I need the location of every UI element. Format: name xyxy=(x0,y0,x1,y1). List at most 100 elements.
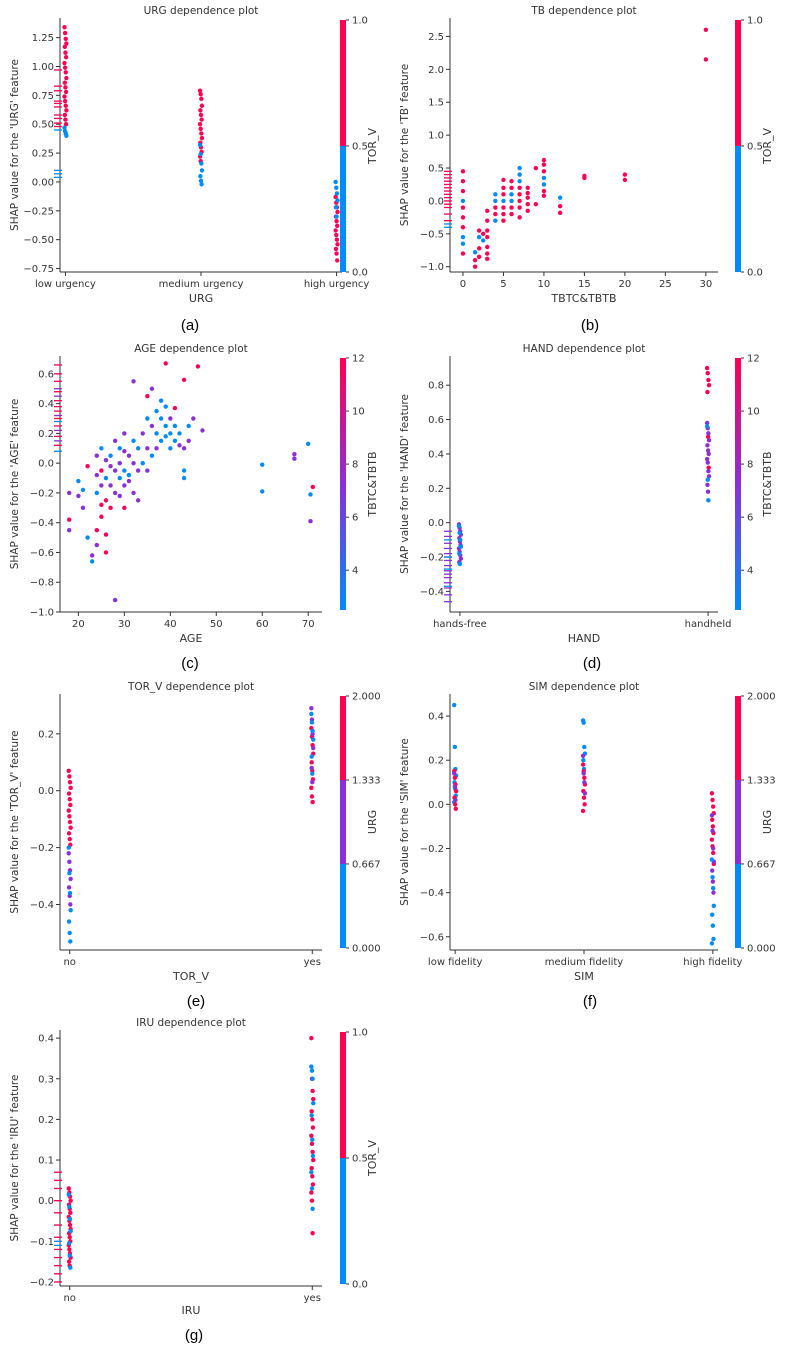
data-point xyxy=(453,797,458,803)
data-point xyxy=(66,527,72,533)
data-point xyxy=(306,441,311,447)
colorbar-label: TOR_V xyxy=(366,1140,379,1178)
data-point xyxy=(158,416,164,421)
data-point xyxy=(181,377,187,383)
panel-caption: (c) xyxy=(181,655,199,672)
data-point xyxy=(309,1133,314,1138)
data-point xyxy=(622,172,628,177)
data-point xyxy=(582,744,587,750)
data-point xyxy=(62,125,67,130)
data-point xyxy=(112,490,118,496)
x-axis-label: URG xyxy=(189,292,213,305)
data-point xyxy=(452,775,458,781)
data-point xyxy=(63,70,68,75)
data-point xyxy=(199,96,204,102)
data-point xyxy=(710,828,715,834)
data-point xyxy=(66,885,72,890)
data-point xyxy=(108,453,113,458)
data-point xyxy=(334,232,339,238)
data-point xyxy=(452,784,458,789)
y-tick-label: 0.2 xyxy=(38,429,54,440)
y-tick-label: 0.0 xyxy=(38,786,54,797)
data-point xyxy=(309,720,315,725)
data-point xyxy=(557,210,563,215)
data-point xyxy=(493,211,498,217)
data-point xyxy=(126,478,132,484)
data-point xyxy=(62,65,68,70)
y-tick-label: 0.50 xyxy=(32,120,54,131)
data-point xyxy=(709,837,715,842)
data-point xyxy=(706,468,711,474)
data-point xyxy=(706,377,711,383)
data-point xyxy=(509,192,514,197)
data-point xyxy=(705,443,710,448)
data-point xyxy=(199,117,204,122)
data-point xyxy=(485,234,490,240)
data-point xyxy=(310,1076,315,1081)
data-point xyxy=(308,519,313,524)
data-point xyxy=(310,728,315,734)
data-point xyxy=(68,1198,73,1203)
data-point xyxy=(533,202,539,207)
data-point xyxy=(66,919,72,924)
data-point xyxy=(68,825,73,830)
data-point xyxy=(582,175,587,181)
data-point xyxy=(706,383,712,388)
data-point xyxy=(154,431,159,436)
data-point xyxy=(149,386,155,391)
colorbar-high-band xyxy=(340,1032,346,1158)
data-point xyxy=(309,1141,315,1146)
data-point xyxy=(517,178,522,184)
data-point xyxy=(68,907,73,913)
data-point xyxy=(177,443,182,448)
x-axis-label: IRU xyxy=(182,1304,201,1317)
data-point xyxy=(458,537,463,543)
data-point xyxy=(582,780,587,785)
data-point xyxy=(517,205,522,210)
y-tick-label: −0.8 xyxy=(30,578,54,589)
data-point xyxy=(89,553,95,558)
data-point xyxy=(181,468,187,473)
data-point xyxy=(710,879,716,884)
x-tick-label: handheld xyxy=(685,619,732,630)
data-point xyxy=(135,468,141,473)
x-tick-label: 15 xyxy=(578,279,591,290)
data-point xyxy=(126,472,132,478)
y-tick-label: 0.25 xyxy=(32,149,54,160)
y-tick-label: 2.5 xyxy=(428,32,444,43)
x-tick-label: 40 xyxy=(164,619,177,630)
x-tick-label: medium urgency xyxy=(159,279,244,290)
data-point xyxy=(335,198,340,203)
y-tick-label: 0.0 xyxy=(38,459,54,470)
chart-title: HAND dependence plot xyxy=(523,343,646,355)
data-point xyxy=(472,257,478,263)
data-point xyxy=(67,1204,72,1209)
data-point xyxy=(493,192,498,197)
data-point xyxy=(517,172,522,177)
data-point xyxy=(154,446,159,451)
y-tick-label: −0.5 xyxy=(420,229,444,240)
data-point xyxy=(309,754,314,759)
data-point xyxy=(62,30,68,36)
data-point xyxy=(485,256,490,262)
x-axis-label: SIM xyxy=(574,970,594,983)
colorbar-tick-label: 0.667 xyxy=(747,859,776,870)
y-tick-label: −0.2 xyxy=(30,1277,54,1288)
colorbar-high-band xyxy=(340,696,346,780)
y-tick-label: 0.00 xyxy=(32,177,54,188)
data-point xyxy=(310,484,316,490)
data-point xyxy=(580,808,586,814)
panel-age: AGE dependence plot −1.0 −0.8 −0.6 −0.4 −0.2 0… xyxy=(9,343,379,672)
y-tick-label: −0.4 xyxy=(30,900,54,911)
data-point xyxy=(103,475,109,481)
data-point xyxy=(709,791,715,796)
data-point xyxy=(199,135,205,141)
data-point xyxy=(501,185,506,190)
data-point xyxy=(63,50,68,55)
y-tick-label: 0.8 xyxy=(428,381,444,392)
data-point xyxy=(335,242,340,247)
y-tick-label: 0.75 xyxy=(32,91,54,102)
data-point xyxy=(472,264,478,269)
y-tick-label: −0.1 xyxy=(30,1237,54,1248)
data-point xyxy=(108,463,113,469)
